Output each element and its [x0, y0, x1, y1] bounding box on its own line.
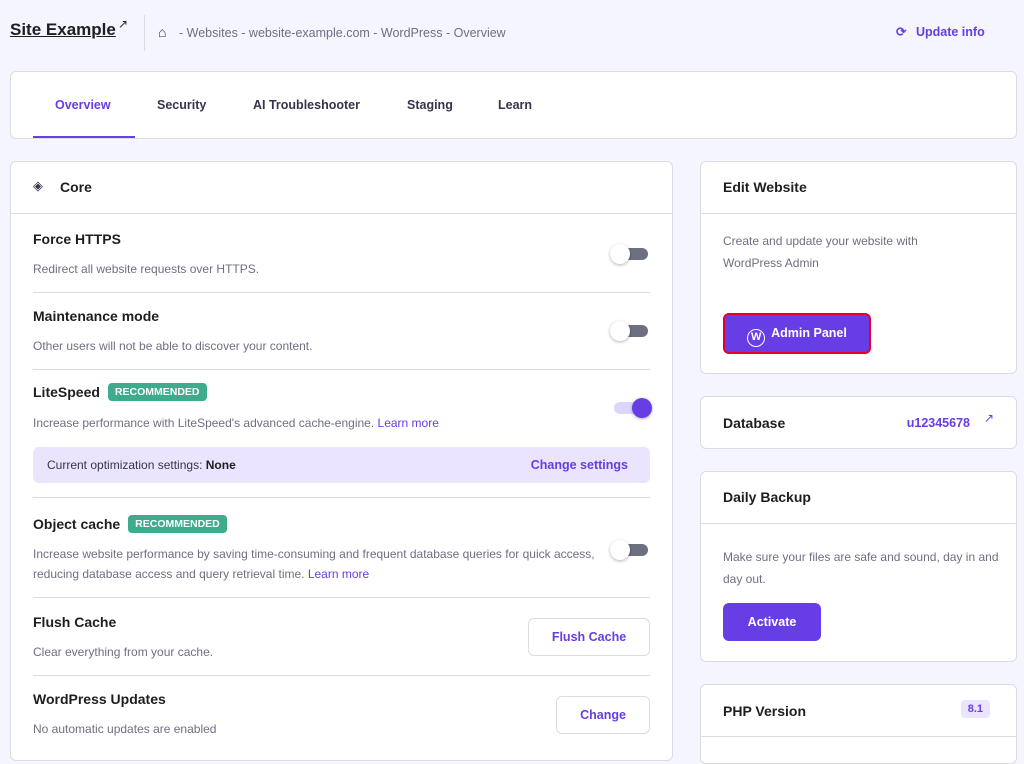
- core-card: ◈ Core Force HTTPS Redirect all website …: [10, 161, 673, 761]
- recommended-badge: RECOMMENDED: [107, 383, 207, 401]
- daily-backup-card: Daily Backup Make sure your files are sa…: [700, 471, 1017, 662]
- activate-button[interactable]: Activate: [723, 603, 821, 641]
- change-updates-button[interactable]: Change: [556, 696, 650, 734]
- external-link-icon[interactable]: ↗: [983, 411, 994, 425]
- tab-overview[interactable]: Overview: [55, 98, 111, 112]
- recommended-badge: RECOMMENDED: [128, 515, 227, 533]
- wp-updates-desc: No automatic updates are enabled: [33, 722, 217, 736]
- maintenance-desc: Other users will not be able to discover…: [33, 339, 313, 353]
- flush-cache-button[interactable]: Flush Cache: [528, 618, 650, 656]
- php-version-card: PHP Version 8.1: [700, 684, 1017, 764]
- refresh-icon: ⟳: [896, 25, 907, 39]
- tab-staging[interactable]: Staging: [407, 98, 453, 112]
- site-title-text[interactable]: Site Example: [10, 20, 116, 39]
- force-https-title: Force HTTPS: [33, 231, 121, 247]
- database-title: Database: [723, 415, 786, 431]
- opt-label: Current optimization settings:: [47, 458, 203, 472]
- maintenance-title: Maintenance mode: [33, 308, 160, 324]
- object-cache-toggle[interactable]: [610, 540, 648, 560]
- daily-backup-desc: Make sure your files are safe and sound,…: [723, 550, 999, 586]
- tab-security[interactable]: Security: [157, 98, 207, 112]
- daily-backup-title: Daily Backup: [723, 489, 811, 505]
- wp-updates-title: WordPress Updates: [33, 691, 166, 707]
- active-tab-indicator: [33, 136, 135, 138]
- opt-value: None: [205, 458, 236, 472]
- wordpress-icon: W: [747, 329, 766, 347]
- object-cache-row: Object cache RECOMMENDED Increase website…: [33, 498, 650, 598]
- litespeed-row: LiteSpeed RECOMMENDED Increase performanc…: [33, 370, 652, 498]
- admin-panel-label: Admin Panel: [771, 326, 847, 340]
- database-card: Database u12345678 ↗: [700, 396, 1017, 449]
- object-cache-title: Object cache: [33, 516, 121, 532]
- external-link-icon[interactable]: ↗: [118, 17, 129, 31]
- force-https-row: Force HTTPS Redirect all website request…: [33, 214, 650, 293]
- learn-more-link[interactable]: Learn more: [307, 567, 370, 581]
- php-version-title: PHP Version: [723, 703, 807, 719]
- tab-ai-troubleshooter[interactable]: AI Troubleshooter: [253, 98, 360, 112]
- update-info-label: Update info: [915, 25, 985, 39]
- tab-bar: Overview Security AI Troubleshooter Stag…: [10, 71, 1017, 139]
- breadcrumb: - Websites - website-example.com - WordP…: [179, 26, 506, 40]
- optimization-bar: Current optimization settings: None Chan…: [33, 447, 650, 483]
- database-link[interactable]: u12345678: [906, 416, 970, 430]
- learn-more-link[interactable]: Learn more: [377, 416, 439, 430]
- admin-panel-button[interactable]: W Admin Panel: [723, 313, 871, 354]
- flush-cache-title: Flush Cache: [33, 614, 117, 630]
- change-settings-button[interactable]: Change settings: [530, 458, 628, 472]
- maintenance-row: Maintenance mode Other users will not be…: [33, 293, 650, 370]
- home-icon[interactable]: ⌂: [158, 24, 167, 40]
- force-https-desc: Redirect all website requests over HTTPS…: [33, 262, 260, 276]
- maintenance-toggle[interactable]: [610, 321, 648, 341]
- edit-website-title: Edit Website: [723, 179, 807, 195]
- flush-cache-desc: Clear everything from your cache.: [33, 645, 214, 659]
- flush-cache-row: Flush Cache Clear everything from your c…: [33, 598, 650, 676]
- divider: [144, 15, 145, 51]
- force-https-toggle[interactable]: [610, 244, 648, 264]
- litespeed-title: LiteSpeed: [33, 384, 100, 400]
- update-info-button[interactable]: ⟳ Update info: [896, 24, 985, 39]
- litespeed-toggle[interactable]: [614, 398, 652, 418]
- tab-learn[interactable]: Learn: [498, 98, 533, 112]
- litespeed-desc: Increase performance with LiteSpeed's ad…: [33, 416, 375, 430]
- php-version-badge: 8.1: [960, 700, 990, 718]
- layers-icon: ◈: [33, 178, 43, 193]
- site-title[interactable]: Site Example: [10, 20, 116, 40]
- object-cache-desc: Increase website performance by saving t…: [33, 547, 595, 581]
- edit-website-card: Edit Website Create and update your webs…: [700, 161, 1017, 374]
- wp-updates-row: WordPress Updates No automatic updates a…: [33, 676, 650, 760]
- core-title: Core: [60, 179, 92, 195]
- edit-website-desc: Create and update your website with Word…: [723, 234, 918, 270]
